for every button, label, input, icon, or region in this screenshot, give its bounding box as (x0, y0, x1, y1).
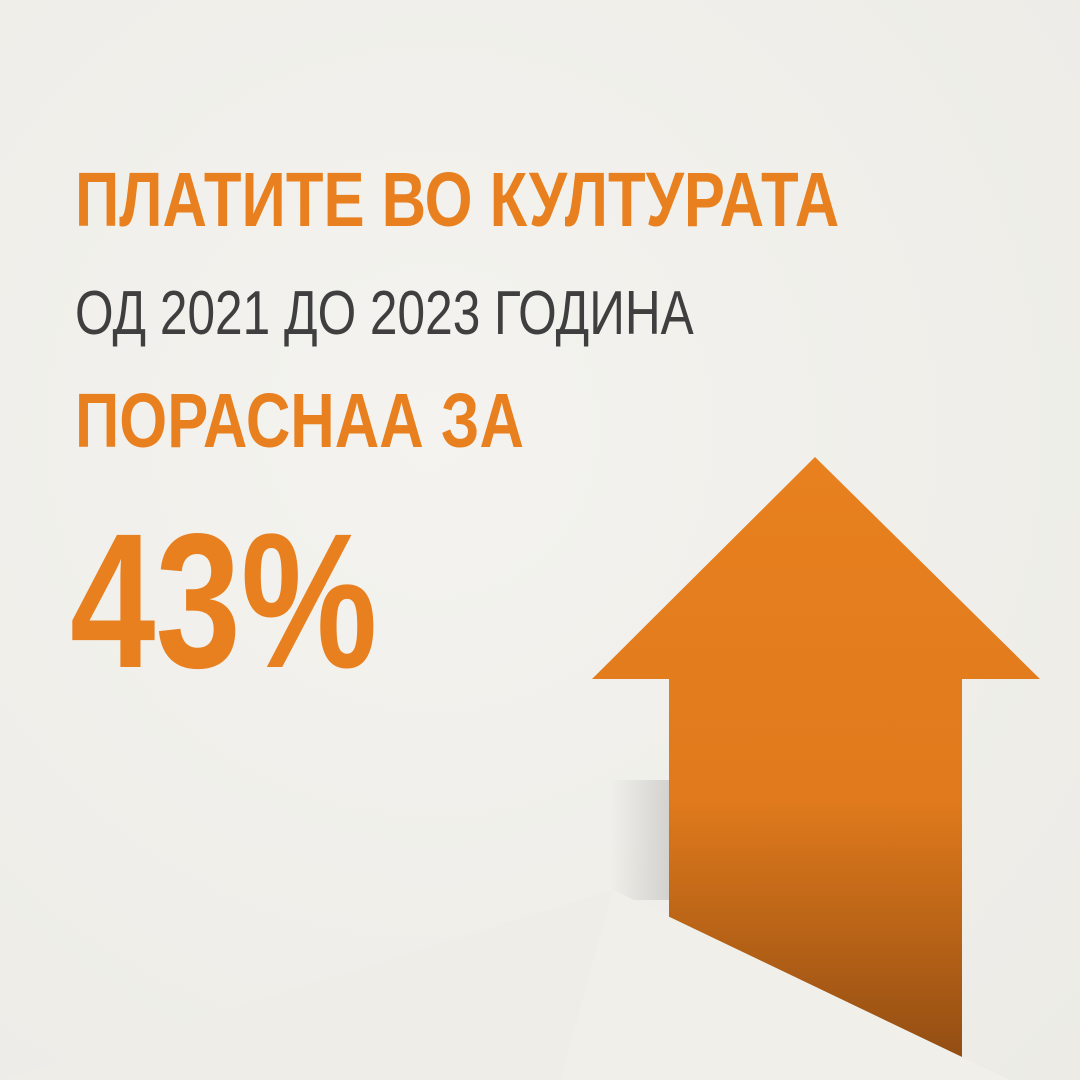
headline-title: ПЛАТИТЕ ВО КУЛТУРАТА (75, 157, 840, 243)
headline-growth-label: ПОРАСНАА ЗА (75, 378, 524, 464)
growth-percentage: 43% (70, 493, 378, 708)
arrow-shadow (610, 780, 669, 900)
arrow-shape (592, 457, 1040, 1080)
paper-flap-fold (560, 890, 1010, 1080)
headline-period: ОД 2021 ДО 2023 ГОДИНА (75, 279, 694, 348)
